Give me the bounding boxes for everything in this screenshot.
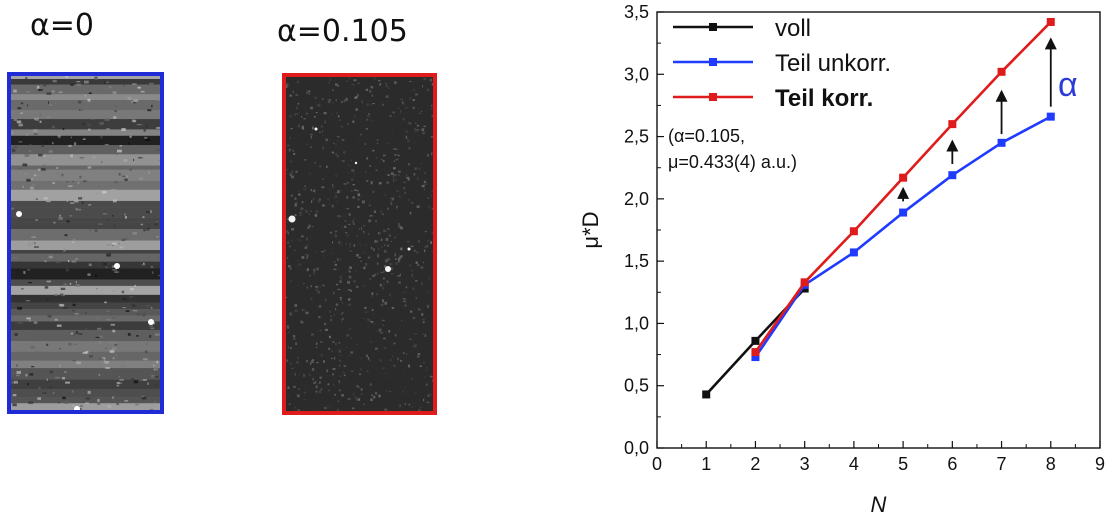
x-tick-label: 6 bbox=[947, 454, 957, 474]
y-tick-label: 1,5 bbox=[624, 251, 649, 271]
correction-arrowhead bbox=[996, 90, 1008, 102]
series-2-point bbox=[751, 348, 759, 356]
chart-legend: voll Teil unkorr. Teil korr. bbox=[673, 15, 891, 112]
y-axis-label: μ*D bbox=[578, 211, 603, 248]
plot-frame bbox=[657, 12, 1100, 448]
x-tick-label: 4 bbox=[849, 454, 859, 474]
legend-label-1: Teil unkorr. bbox=[775, 50, 891, 77]
x-tick-label: 8 bbox=[1046, 454, 1056, 474]
parameter-annotation: (α=0.105, bbox=[668, 126, 745, 146]
y-tick-label: 2,5 bbox=[624, 127, 649, 147]
y-tick-label: 3,0 bbox=[624, 64, 649, 84]
y-tick-label: 0,5 bbox=[624, 376, 649, 396]
series-1-point bbox=[948, 171, 956, 179]
series-line-1 bbox=[755, 117, 1050, 357]
series-1-point bbox=[1047, 113, 1055, 121]
series-2-point bbox=[801, 278, 809, 286]
series-2-point bbox=[850, 227, 858, 235]
parameter-annotation: μ=0.433(4) a.u.) bbox=[668, 152, 797, 172]
right-image-label: α=0.105 bbox=[277, 14, 408, 49]
legend-marker-2 bbox=[709, 93, 717, 101]
x-tick-label: 9 bbox=[1095, 454, 1105, 474]
series-2-point bbox=[899, 174, 907, 182]
x-tick-label: 3 bbox=[800, 454, 810, 474]
line-chart: 0 1 2 3 4 5 6 7 8 9 0,0 0,5 1,0 1,5 2,0 2,5 3,0 3,5 Nμ*D v… bbox=[560, 0, 1105, 524]
series-0-point bbox=[702, 390, 710, 398]
series-2-point bbox=[1047, 18, 1055, 26]
speckle-image-corrected bbox=[282, 73, 437, 415]
y-tick-label: 2,0 bbox=[624, 189, 649, 209]
legend-marker-0 bbox=[709, 23, 717, 31]
series-1-point bbox=[850, 248, 858, 256]
x-tick-label: 1 bbox=[701, 454, 711, 474]
left-image-label: α=0 bbox=[30, 8, 94, 43]
correction-arrowhead bbox=[946, 140, 958, 152]
alpha-arrow-label: α bbox=[1058, 66, 1078, 104]
legend-marker-1 bbox=[709, 58, 717, 66]
x-tick-label: 5 bbox=[898, 454, 908, 474]
y-tick-label: 1,0 bbox=[624, 313, 649, 333]
y-tick-label: 3,5 bbox=[624, 2, 649, 22]
x-axis-label: N bbox=[871, 492, 887, 517]
speckle-image-uncorrected bbox=[7, 72, 164, 414]
legend-label-0: voll bbox=[775, 15, 811, 42]
series-2-point bbox=[998, 68, 1006, 76]
series-0-point bbox=[751, 337, 759, 345]
series-1-point bbox=[899, 209, 907, 217]
correction-arrowhead bbox=[1045, 37, 1057, 49]
series-1-point bbox=[998, 139, 1006, 147]
y-tick-label: 0,0 bbox=[624, 438, 649, 458]
x-tick-label: 7 bbox=[997, 454, 1007, 474]
x-tick-label: 0 bbox=[652, 454, 662, 474]
correction-arrowhead bbox=[897, 187, 909, 199]
legend-label-2: Teil korr. bbox=[775, 85, 873, 112]
series-2-point bbox=[948, 120, 956, 128]
x-tick-label: 2 bbox=[750, 454, 760, 474]
